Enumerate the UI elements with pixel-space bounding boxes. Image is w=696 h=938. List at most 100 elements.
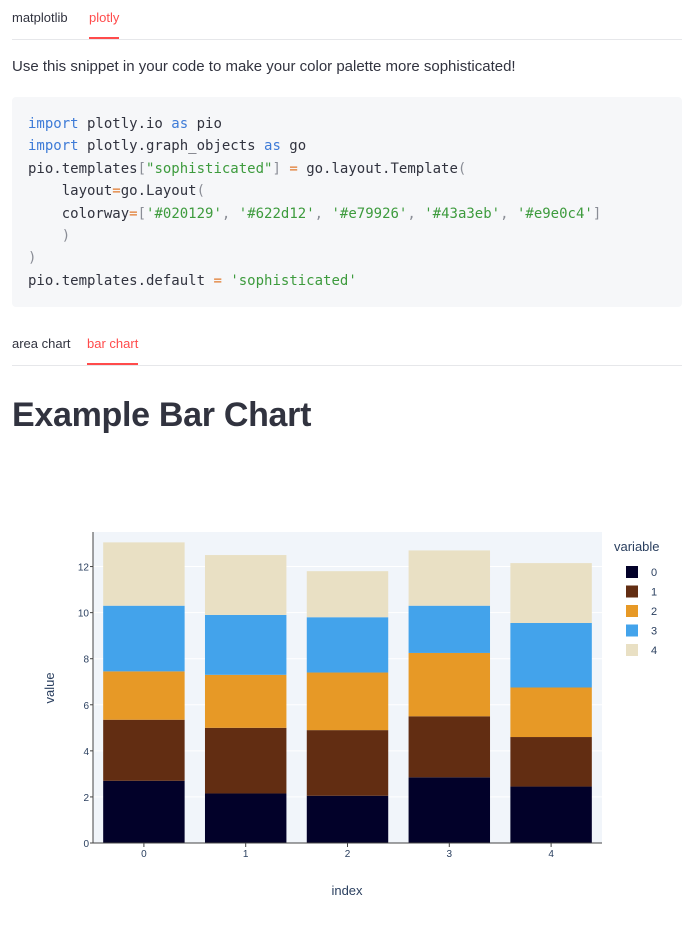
bar-segment[interactable]: [408, 605, 491, 653]
code-token: ]: [592, 205, 602, 222]
bar-segment[interactable]: [306, 795, 389, 843]
code-line: ): [28, 225, 666, 247]
intro-text: Use this snippet in your code to make yo…: [12, 58, 516, 75]
y-tick-label: 12: [78, 563, 90, 574]
bar-segment[interactable]: [408, 716, 491, 778]
code-token: as: [264, 138, 281, 155]
legend-label[interactable]: 0: [651, 567, 657, 579]
code-snippet: import plotly.io as pio import plotly.gra…: [12, 97, 682, 307]
legend: variable 0 1 2 3 4: [614, 539, 660, 657]
bar-segment[interactable]: [510, 687, 592, 738]
y-tick-label: 4: [83, 747, 89, 758]
legend-label[interactable]: 2: [651, 606, 657, 618]
legend-title: variable: [614, 539, 660, 554]
code-token: import: [28, 138, 79, 155]
code-token: plotly.graph_objects: [78, 138, 265, 155]
library-tabs: matplotlib plotly: [12, 0, 682, 40]
code-token: '#e9e0c4': [516, 205, 593, 222]
tab-bar-chart[interactable]: bar chart: [87, 326, 139, 365]
bar-segment[interactable]: [510, 563, 592, 623]
bar-segment[interactable]: [103, 542, 185, 606]
bar-segment[interactable]: [510, 737, 592, 787]
bar-segment[interactable]: [510, 622, 592, 688]
code-token: =: [129, 205, 138, 222]
code-token: "sophisticated": [146, 160, 273, 177]
code-token: ): [28, 228, 71, 245]
code-token: '#020129': [146, 205, 222, 222]
chart-tabs: area chart bar chart: [12, 326, 682, 366]
code-token: '#e79926': [331, 205, 408, 222]
legend-swatch[interactable]: [626, 624, 638, 637]
code-token: layout: [28, 183, 113, 200]
code-token: [: [137, 205, 147, 222]
legend-swatch[interactable]: [626, 605, 638, 617]
code-token: '#43a3eb': [424, 205, 501, 222]
bar-segment[interactable]: [306, 672, 389, 731]
bar-segment[interactable]: [204, 793, 287, 843]
bar-segment[interactable]: [306, 571, 389, 618]
code-token: [323, 206, 331, 222]
code-token: pio: [188, 116, 222, 132]
bar-segment[interactable]: [306, 730, 389, 796]
tab-plotly[interactable]: plotly: [89, 0, 120, 39]
code-token: ,: [407, 205, 416, 222]
bar-segment[interactable]: [204, 614, 287, 675]
bar-segment[interactable]: [204, 555, 287, 615]
code-line: import plotly.io as pio: [28, 113, 666, 135]
code-token: ,: [314, 205, 324, 222]
code-token: [509, 206, 517, 222]
y-tick-label: 10: [78, 609, 90, 620]
bar-segment[interactable]: [408, 550, 491, 606]
code-token: (: [196, 183, 206, 200]
code-token: go: [280, 138, 307, 155]
code-line: pio.templates["sophisticated"] = go.layo…: [28, 158, 666, 180]
code-token: plotly.io: [78, 116, 172, 132]
bar-segment[interactable]: [306, 617, 389, 673]
code-token: ): [28, 250, 37, 267]
bar-segment[interactable]: [103, 671, 185, 720]
legend-swatch[interactable]: [626, 566, 638, 578]
x-tick-label: 4: [548, 849, 554, 860]
bar-segment[interactable]: [103, 719, 185, 781]
bar-segment[interactable]: [204, 674, 287, 728]
code-token: [: [137, 160, 147, 177]
code-line: colorway=['#020129', '#622d12', '#e79926…: [28, 203, 666, 225]
legend-label[interactable]: 3: [651, 626, 657, 638]
bar-segment[interactable]: [408, 652, 491, 717]
bar-segment[interactable]: [408, 777, 491, 843]
code-token: as: [171, 116, 189, 132]
code-token: go.layout.Template: [297, 160, 458, 177]
page-title: Example Bar Chart: [12, 396, 312, 434]
legend-label[interactable]: 4: [651, 645, 657, 657]
code-line: import plotly.graph_objects as go: [28, 135, 666, 157]
tab-matplotlib[interactable]: matplotlib: [12, 10, 68, 25]
code-token: 'sophisticated': [230, 272, 357, 289]
code-token: ,: [221, 205, 231, 222]
legend-swatch[interactable]: [626, 585, 638, 598]
bar-segment[interactable]: [204, 727, 287, 794]
tab-area-chart[interactable]: area chart: [12, 336, 71, 351]
code-token: =: [112, 183, 121, 200]
code-token: ,: [500, 205, 509, 222]
code-line: pio.templates.default = 'sophisticated': [28, 270, 666, 292]
y-tick-label: 0: [83, 839, 89, 850]
legend-label[interactable]: 1: [651, 587, 657, 599]
y-tick-label: 8: [83, 655, 89, 666]
code-line: ): [28, 247, 666, 269]
code-token: [416, 206, 424, 222]
y-tick-label: 6: [83, 701, 89, 712]
x-tick-label: 2: [345, 849, 351, 860]
x-tick-label: 3: [447, 849, 453, 860]
bar-segment[interactable]: [103, 605, 185, 672]
code-token: (: [457, 160, 467, 177]
bar-segment[interactable]: [510, 786, 592, 843]
code-token: pio.templates: [28, 160, 138, 177]
code-token: pio.templates.default: [28, 272, 214, 289]
y-tick-label: 2: [83, 793, 89, 804]
code-token: go.Layout: [120, 183, 197, 200]
bar-segment[interactable]: [103, 780, 185, 843]
y-axis-label: value: [42, 672, 57, 703]
code-token: '#622d12': [238, 205, 315, 222]
legend-swatch[interactable]: [626, 644, 638, 656]
